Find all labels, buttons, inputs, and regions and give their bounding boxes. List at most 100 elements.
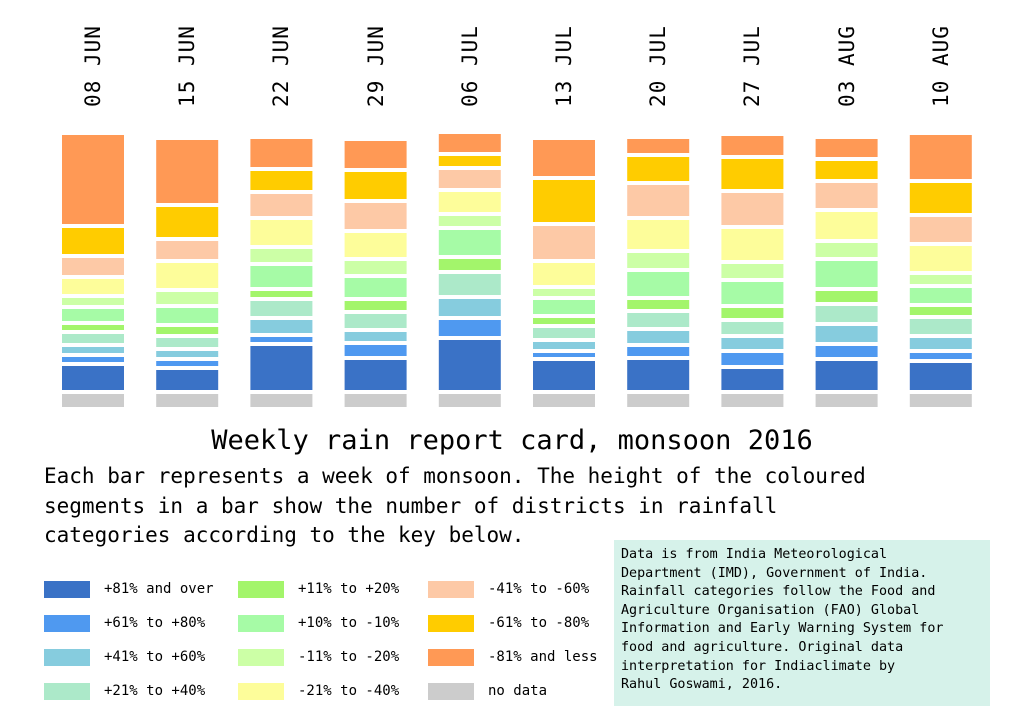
bar-segment: [909, 275, 972, 284]
bar-segment: [909, 217, 972, 242]
weekly-rain-bar-chart: 08 JUN 15 JUN 22 JUN 29 JUN 06 JUL 13 JUL 20 J…: [62, 25, 972, 407]
bar-segment: [62, 228, 124, 254]
bar-segment: [156, 308, 219, 323]
legend-label: -81% and less: [488, 649, 598, 665]
bar-segment: [721, 136, 784, 155]
bar-segment: [438, 320, 501, 336]
bars-svg: [62, 134, 972, 407]
bar-segment: [62, 357, 124, 362]
bar-segment: [250, 394, 313, 407]
bar-segment: [627, 185, 690, 216]
bar-segment: [627, 272, 690, 296]
bar-segment: [533, 300, 595, 314]
bar-segment: [344, 301, 407, 310]
bar-segment: [721, 282, 784, 304]
bar-segment: [344, 345, 407, 356]
bar-segment: [156, 338, 219, 347]
legend-label: -41% to -60%: [488, 581, 590, 597]
bar-segment: [909, 135, 972, 179]
bar-segment: [721, 322, 784, 334]
bar-segment: [250, 220, 313, 245]
legend-key: +81% and over +61% to +80% +41% to +60% +21…: [44, 578, 614, 706]
bar-segment: [156, 207, 219, 237]
bar-segment: [250, 266, 313, 287]
bar-segment: [250, 194, 313, 216]
bar-segment: [533, 353, 595, 357]
bar-segment: [721, 369, 784, 390]
bar-segment: [815, 183, 878, 208]
bar-segment: [533, 289, 595, 296]
bar-segment: [627, 347, 690, 356]
bar-segment: [909, 353, 972, 359]
bar-segment: [62, 394, 124, 407]
bar-segment: [815, 139, 878, 157]
bar-segment: [627, 220, 690, 249]
bar-segment: [909, 307, 972, 315]
bar-segment: [721, 193, 784, 225]
bar-segment: [62, 258, 124, 275]
bar-segment: [721, 353, 784, 365]
bar-segment: [438, 259, 501, 270]
bar-segment: [815, 243, 878, 257]
chart-subtitle: Each bar represents a week of monsoon. T…: [44, 464, 866, 547]
bar-segment: [627, 331, 690, 343]
legend-label: +61% to +80%: [104, 615, 206, 631]
legend-label: +21% to +40%: [104, 683, 206, 699]
bar-segment: [721, 264, 784, 278]
bar-segment: [156, 327, 219, 334]
bar-segment: [533, 342, 595, 349]
bar-segment: [156, 140, 219, 203]
bar-segment: [250, 171, 313, 190]
bar-segment: [250, 291, 313, 297]
legend-swatch: [44, 581, 90, 598]
bar-segment: [815, 261, 878, 287]
bar-segment: [438, 274, 501, 295]
bar-segment: [438, 340, 501, 390]
bar-segment: [438, 216, 501, 226]
bar-segment: [909, 338, 972, 349]
bar-segment: [156, 351, 219, 357]
bar-segment: [627, 253, 690, 268]
bar-segment: [344, 394, 407, 407]
bar-segment: [533, 180, 595, 222]
bar-segment: [815, 361, 878, 390]
bar-segment: [438, 394, 501, 407]
bar-segment: [438, 134, 501, 152]
bar-segment: [344, 141, 407, 168]
legend-swatch: [238, 649, 284, 666]
bar-segment: [62, 135, 124, 224]
bar-segment: [250, 139, 313, 167]
bar-segment: [62, 309, 124, 321]
bar-segment: [627, 139, 690, 153]
bar-segment: [533, 318, 595, 324]
bar-segment: [344, 314, 407, 328]
bar-segment: [909, 394, 972, 407]
bar-segment: [909, 288, 972, 303]
bar-segment: [815, 212, 878, 239]
bar-segment: [156, 370, 219, 390]
bar-segment: [909, 246, 972, 271]
bar-segment: [156, 394, 219, 407]
bar-segment: [438, 170, 501, 188]
bar-segment: [627, 394, 690, 407]
bar-segment: [438, 230, 501, 255]
bar-segment: [721, 394, 784, 407]
legend-swatch: [44, 683, 90, 700]
bar-segment: [627, 313, 690, 327]
bar-segment: [721, 308, 784, 318]
bar-segment: [62, 347, 124, 353]
bar-segment: [815, 346, 878, 357]
bar-segment: [62, 325, 124, 330]
bar-segment: [627, 360, 690, 390]
bar-segment: [250, 320, 313, 333]
bar-segment: [438, 299, 501, 316]
bar-segment: [344, 278, 407, 297]
legend-label: -21% to -40%: [298, 683, 400, 699]
bar-segment: [250, 346, 313, 390]
chart-title: Weekly rain report card, monsoon 2016: [211, 425, 813, 456]
legend-label: +81% and over: [104, 581, 214, 597]
bar-segment: [344, 233, 407, 257]
bar-segment: [250, 301, 313, 316]
source-note: Data is from India Meteorological Depart…: [614, 540, 990, 706]
legend-label: -61% to -80%: [488, 615, 590, 631]
